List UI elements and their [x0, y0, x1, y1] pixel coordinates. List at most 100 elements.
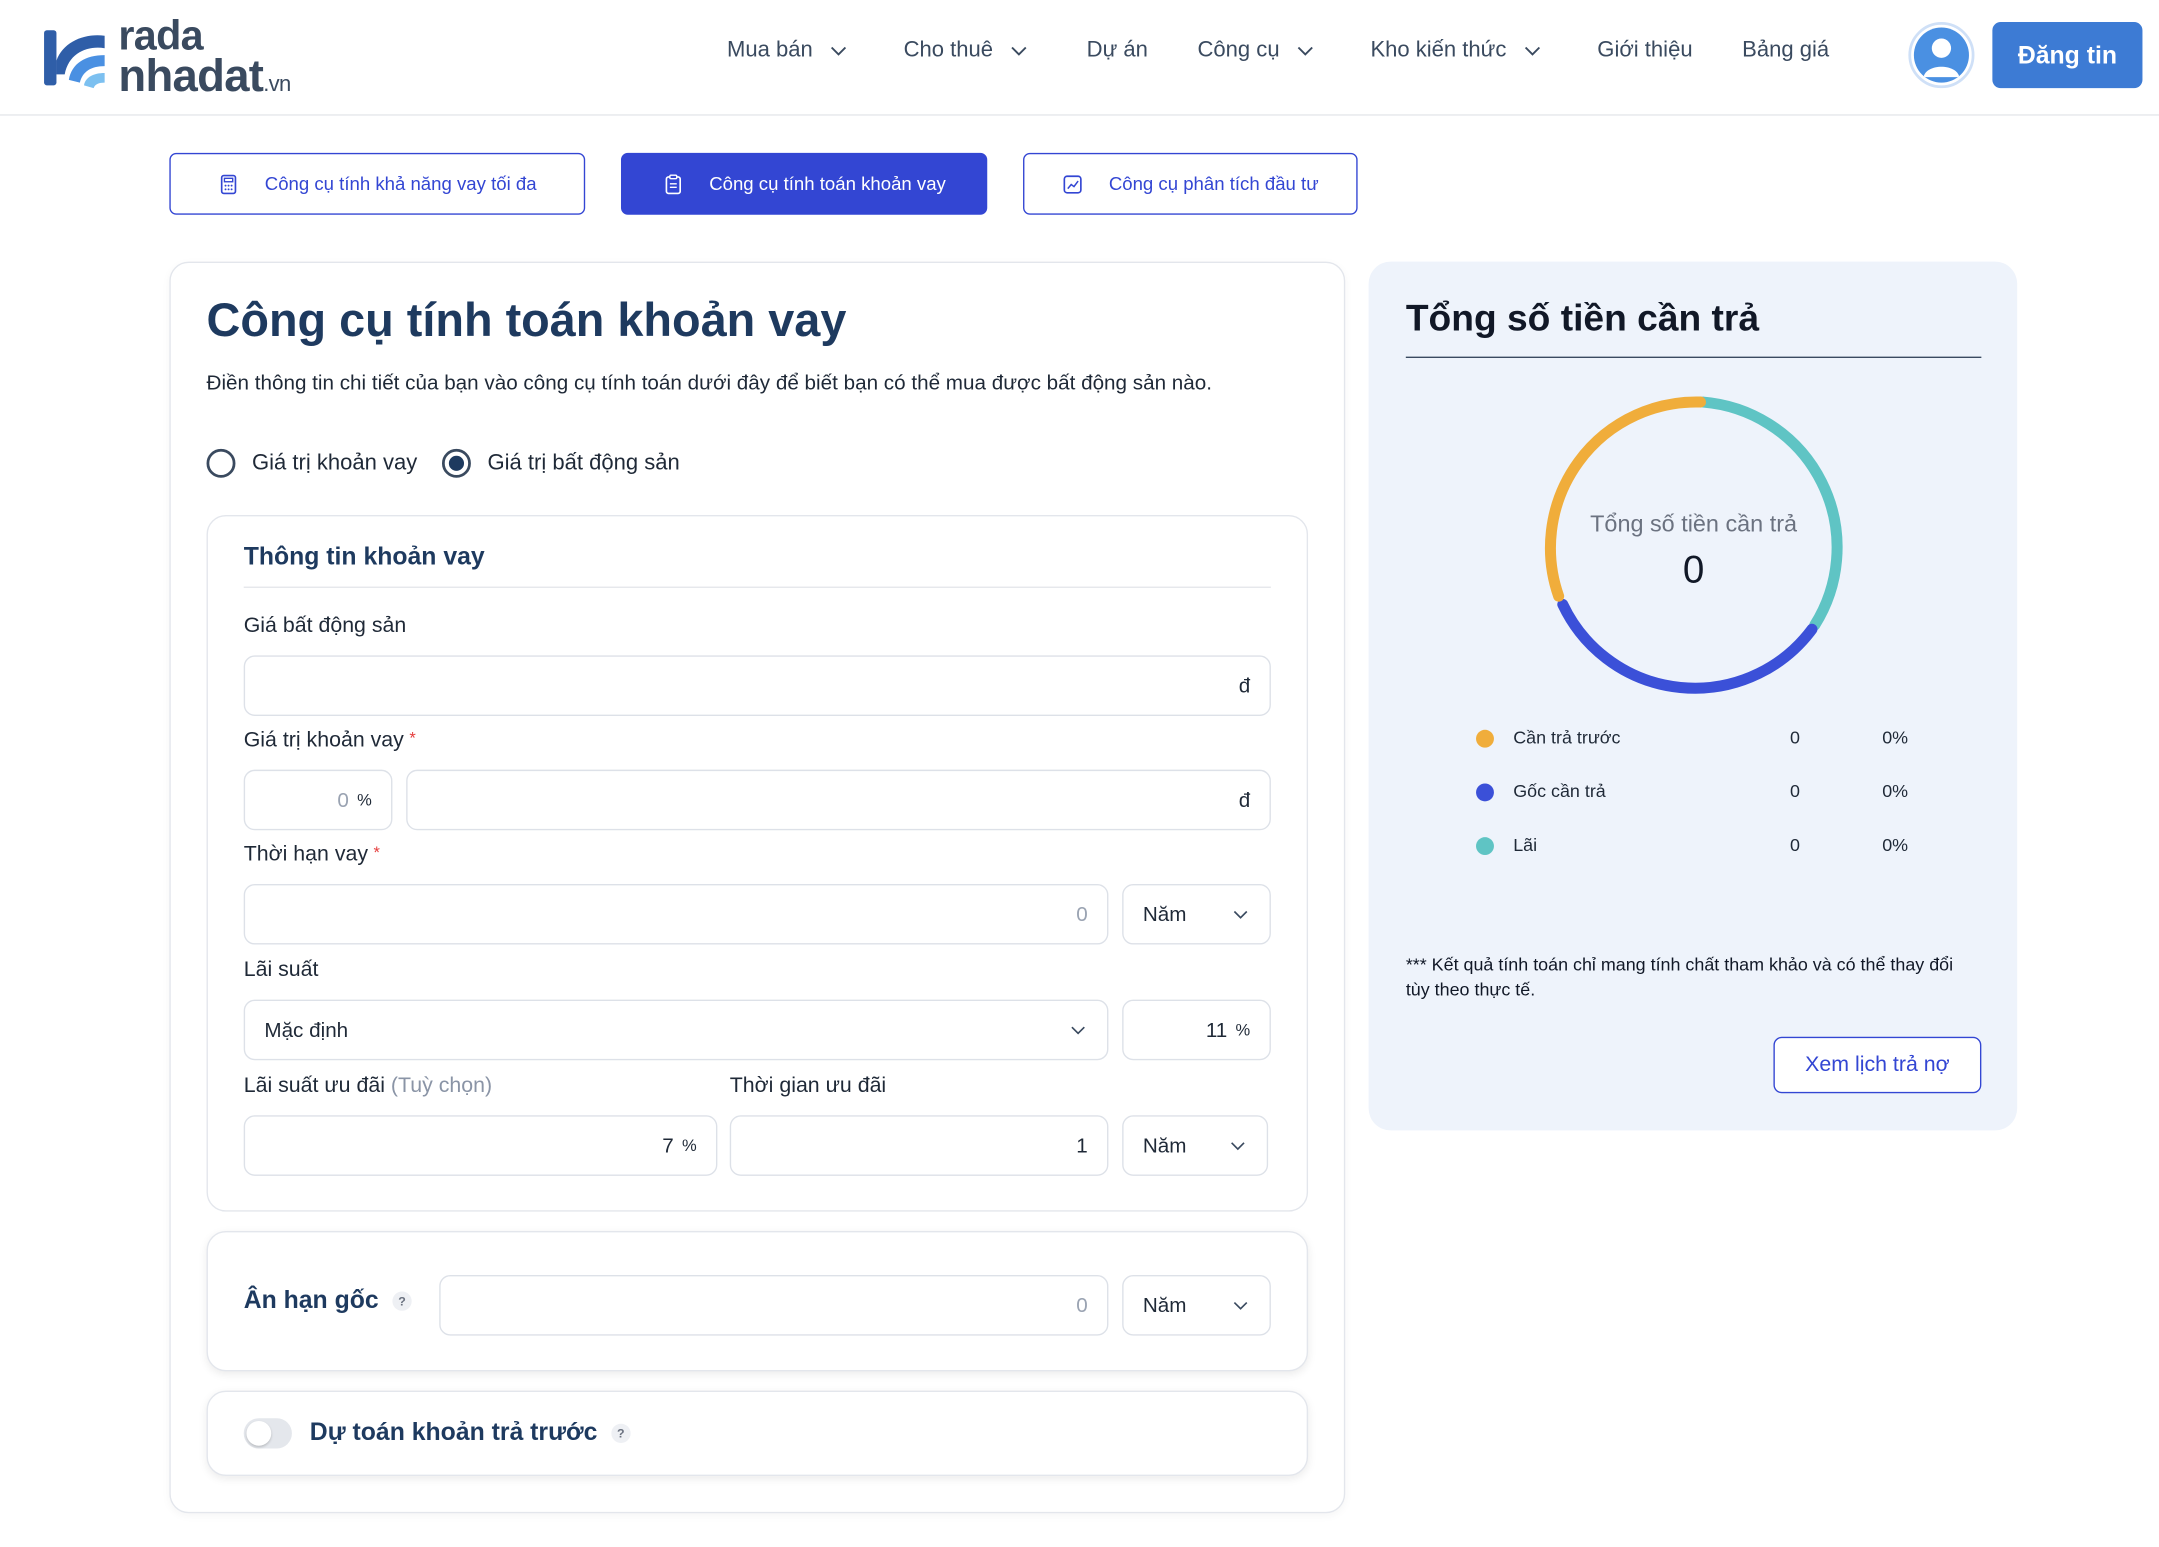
legend-percent: 0% [1882, 834, 1909, 856]
view-schedule-button[interactable]: Xem lịch trả nợ [1773, 1036, 1982, 1094]
nav-item-du-an[interactable]: Dự án [1087, 39, 1148, 64]
nav-label: Mua bán [727, 38, 813, 62]
select-value: Mặc định [264, 1018, 349, 1042]
page-description: Điền thông tin chi tiết của bạn vào công… [206, 371, 1213, 396]
donut-segment-prepay [1544, 396, 1706, 602]
tab-max-loan-tool[interactable]: Công cụ tính khả năng vay tối đa [169, 152, 586, 215]
main-nav: Mua bán Cho thuê Dự án Công cụ Kho kiến … [727, 39, 1879, 64]
field-label: Lãi suất [243, 958, 319, 982]
help-icon[interactable]: ? [611, 1424, 631, 1444]
interest-rate-input[interactable]: 11 % [1122, 999, 1271, 1061]
divider [243, 586, 1271, 588]
nav-label: Cho thuê [903, 38, 994, 62]
promo-time-input[interactable]: 1 [729, 1115, 1109, 1176]
donut-segment-interest [1697, 396, 1843, 631]
legend-dot [1476, 783, 1494, 802]
legend-name: Cần trả trước [1513, 727, 1621, 748]
field-label: Thời gian ưu đãi [729, 1073, 887, 1098]
chevron-down-icon [1071, 1026, 1085, 1035]
logo-text-bottom: nhadat.vn [118, 49, 291, 101]
payment-donut-chart [1544, 396, 1843, 694]
nav-item-cong-cu[interactable]: Công cụ [1198, 39, 1316, 64]
grace-title: Ân hạn gốc? [244, 1286, 412, 1315]
loan-info-section [206, 514, 1309, 1212]
nav-label: Giới thiệu [1597, 38, 1693, 62]
currency-unit: đ [1238, 788, 1251, 812]
field-label: Thời hạn vay * [243, 842, 380, 867]
nav-item-mua-ban[interactable]: Mua bán [727, 39, 849, 64]
prepay-toggle[interactable] [243, 1418, 292, 1449]
nav-label: Dự án [1086, 38, 1148, 62]
donut-label: Tổng số tiền cần trả [1590, 510, 1798, 537]
mode-radio-group: Giá trị khoản vay Giá trị bất động sản [206, 448, 680, 478]
radio-loan-value[interactable] [206, 448, 236, 478]
chevron-down-icon [1525, 46, 1541, 56]
legend-percent: 0% [1882, 727, 1909, 748]
radio-label: Giá trị khoản vay [251, 450, 418, 475]
user-icon [1923, 38, 1960, 78]
radio-label: Giá trị bất động sản [487, 450, 680, 475]
disclaimer-note: *** Kết quả tính toán chỉ mang tính chất… [1405, 954, 1954, 1000]
section-title: Thông tin khoản vay [243, 542, 485, 571]
legend-dot [1476, 837, 1494, 856]
select-value: Năm [1142, 1133, 1187, 1158]
grace-period-input[interactable]: 0 [439, 1275, 1109, 1336]
divider [1405, 356, 1982, 358]
legend-value: 0 [1789, 727, 1800, 748]
donut-total-value: 0 [1682, 548, 1705, 591]
prepay-section [206, 1390, 1309, 1477]
percent-unit: % [357, 790, 372, 810]
chevron-down-icon [1233, 1301, 1248, 1310]
select-value: Năm [1142, 902, 1187, 926]
legend-value: 0 [1789, 780, 1800, 802]
interest-type-select[interactable]: Mặc định [243, 999, 1109, 1061]
logo-mark-icon [44, 30, 105, 89]
grace-period-select[interactable]: Năm [1122, 1275, 1271, 1336]
donut-segment-principal [1557, 598, 1818, 694]
loan-term-input[interactable]: 0 [243, 883, 1109, 945]
radio-property-value[interactable] [442, 448, 471, 478]
site-header: rada nhadat.vn Mua bán Cho thuê Dự án Cô… [0, 0, 2159, 116]
nav-item-cho-thue[interactable]: Cho thuê [904, 39, 1029, 64]
select-value: Năm [1142, 1293, 1187, 1318]
tab-label: Công cụ tính toán khoản vay [709, 173, 946, 195]
input-value: 7 [662, 1133, 674, 1158]
logo-text-top: rada [118, 13, 203, 60]
promo-rate-input[interactable]: 7 % [243, 1115, 718, 1176]
legend-dot [1476, 729, 1494, 748]
field-label: Giá bất động sản [243, 614, 407, 638]
promo-time-period-select[interactable]: Năm [1122, 1115, 1269, 1176]
calculator-icon [221, 174, 237, 194]
tab-label: Công cụ tính khả năng vay tối đa [264, 173, 537, 195]
nav-item-bang-gia[interactable]: Bảng giá [1742, 39, 1829, 64]
input-value: 1 [1076, 1133, 1088, 1158]
tab-investment-analysis[interactable]: Công cụ phân tích đầu tư [1023, 152, 1358, 215]
loan-percent-input[interactable]: 0 % [243, 769, 393, 831]
legend-name: Lãi [1513, 834, 1538, 856]
placeholder: 0 [1076, 902, 1088, 926]
percent-unit: % [682, 1135, 697, 1156]
placeholder: 0 [337, 788, 349, 812]
chevron-down-icon [1233, 910, 1248, 919]
tab-label: Công cụ phân tích đầu tư [1108, 173, 1319, 195]
chevron-down-icon [1011, 46, 1027, 56]
nav-item-gioi-thieu[interactable]: Giới thiệu [1597, 39, 1692, 64]
nav-item-kho-kien-thuc[interactable]: Kho kiến thức [1370, 39, 1542, 64]
summary-title: Tổng số tiền cần trả [1405, 297, 1760, 339]
nav-label: Bảng giá [1742, 38, 1830, 62]
property-price-input[interactable]: đ [243, 655, 1271, 716]
placeholder: 0 [1076, 1293, 1088, 1318]
post-listing-button[interactable]: Đăng tin [1992, 22, 2143, 89]
loan-term-period-select[interactable]: Năm [1122, 883, 1271, 945]
prepay-title: Dự toán khoản trả trước? [310, 1418, 631, 1447]
input-value: 11 [1205, 1018, 1228, 1042]
help-icon[interactable]: ? [392, 1291, 412, 1312]
site-logo[interactable]: rada nhadat.vn [41, 14, 316, 101]
user-avatar-button[interactable] [1908, 22, 1975, 89]
chevron-down-icon [1298, 46, 1314, 56]
legend-value: 0 [1789, 834, 1800, 856]
chevron-down-icon [1231, 1142, 1245, 1151]
loan-value-input[interactable]: đ [406, 769, 1271, 831]
tab-loan-calculator[interactable]: Công cụ tính toán khoản vay [620, 152, 988, 215]
nav-label: Công cụ [1197, 38, 1280, 62]
